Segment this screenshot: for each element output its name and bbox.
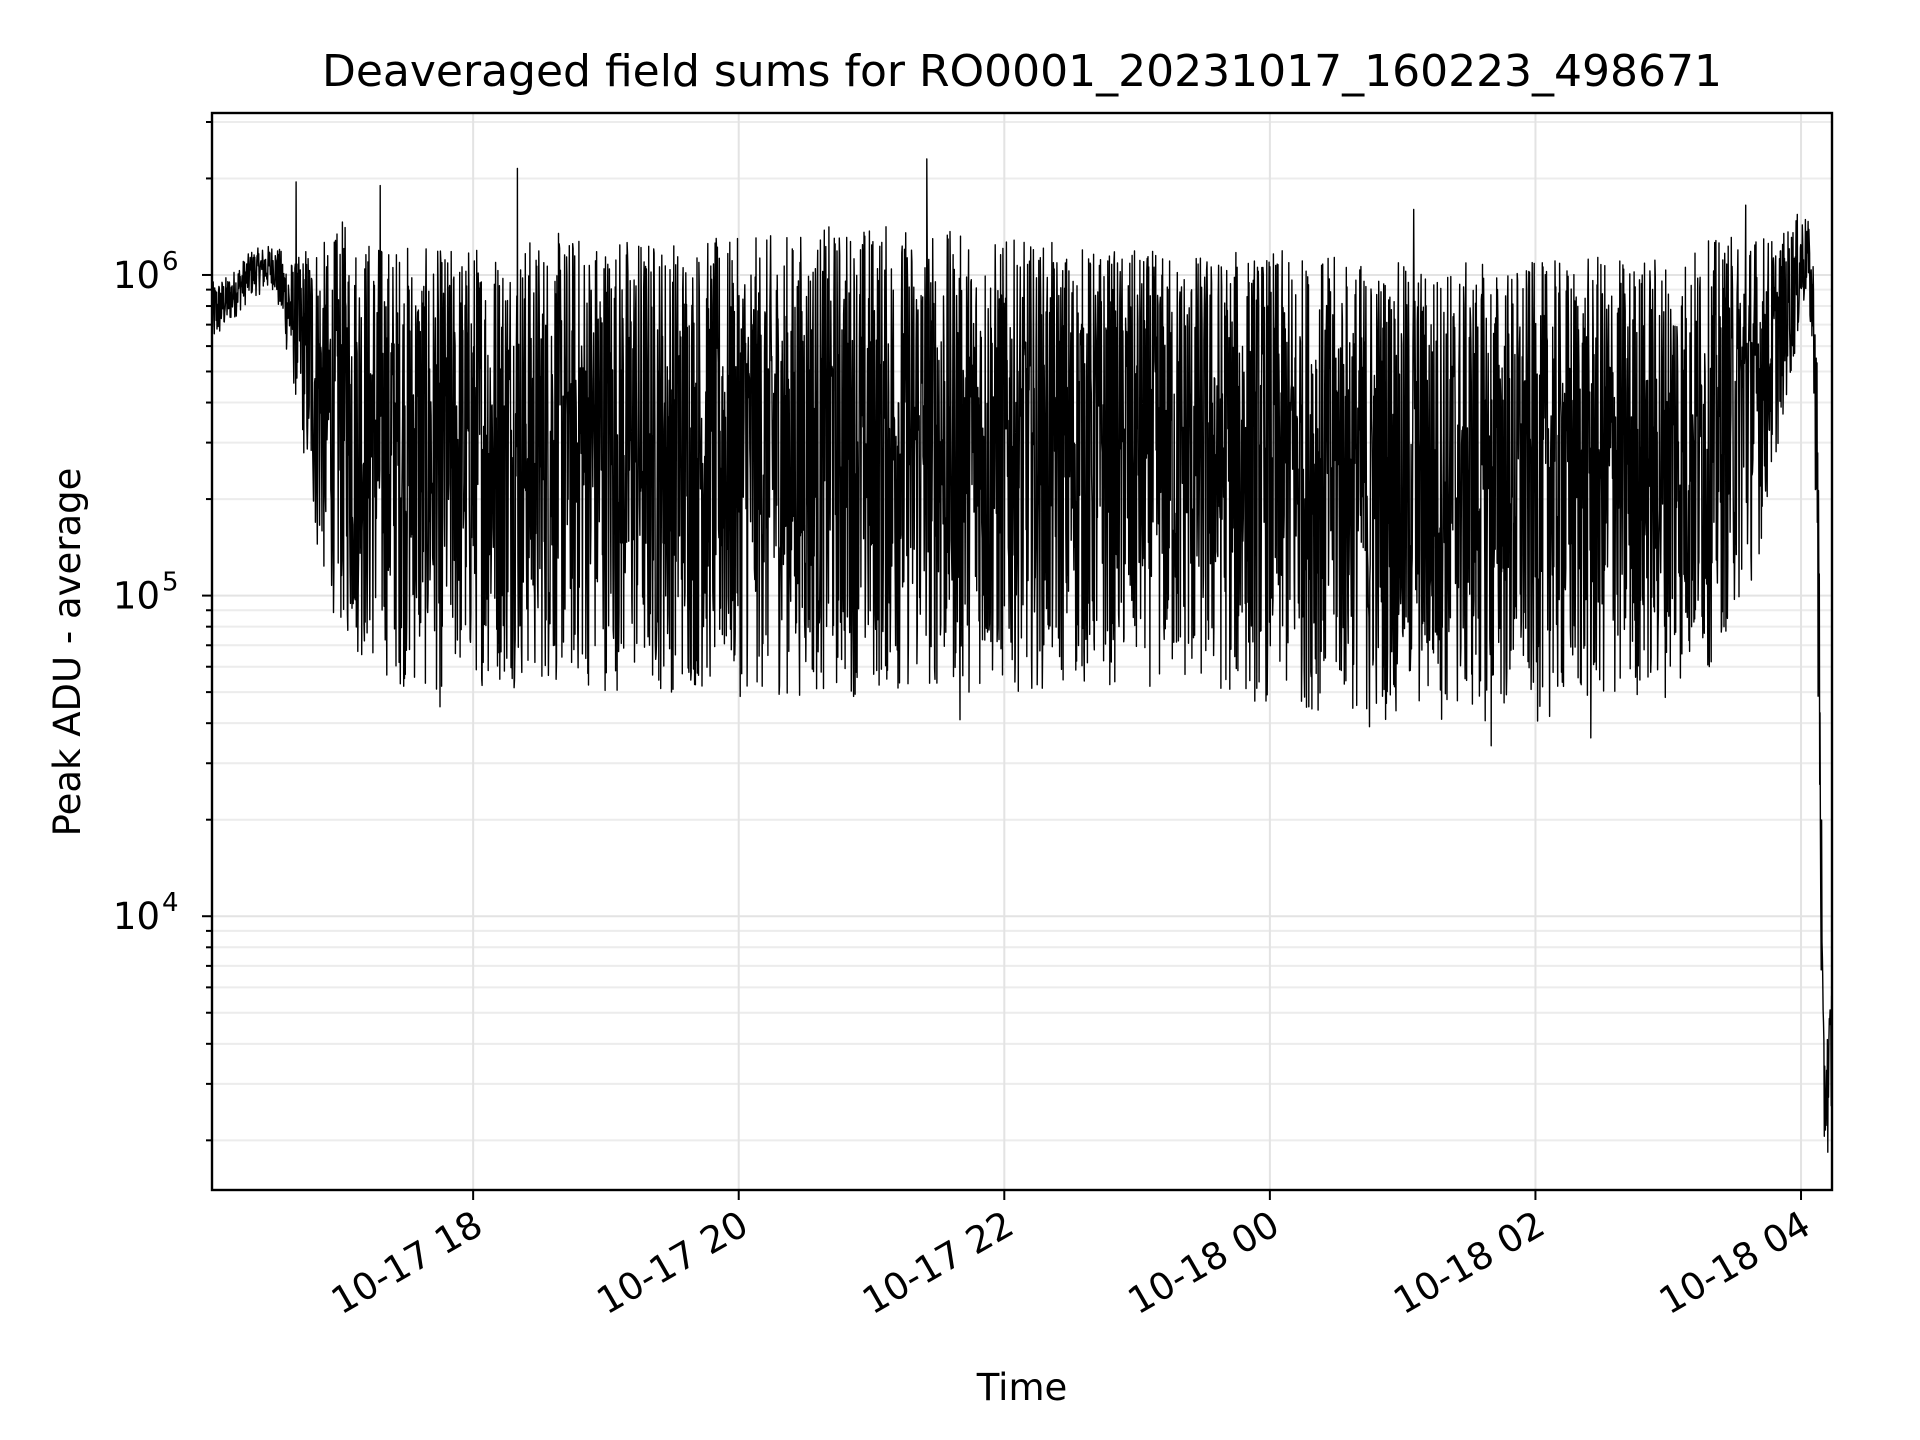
plot-frame: [210, 111, 1834, 1192]
y-tick-label: 10: [113, 895, 160, 938]
y-tick-label: 10: [113, 254, 160, 297]
y-tick-label-exponent: 5: [162, 568, 179, 598]
y-axis-label: Peak ADU - average: [46, 468, 89, 837]
y-tick-label-exponent: 6: [162, 247, 179, 277]
series-area: [212, 158, 1832, 1153]
y-tick-label-exponent: 4: [162, 888, 179, 918]
series-line: [212, 158, 1832, 1153]
x-axis-label: Time: [976, 1366, 1068, 1409]
y-tick-label: 10: [113, 575, 160, 618]
chart-title: Deaveraged field sums for RO0001_2023101…: [322, 46, 1722, 97]
